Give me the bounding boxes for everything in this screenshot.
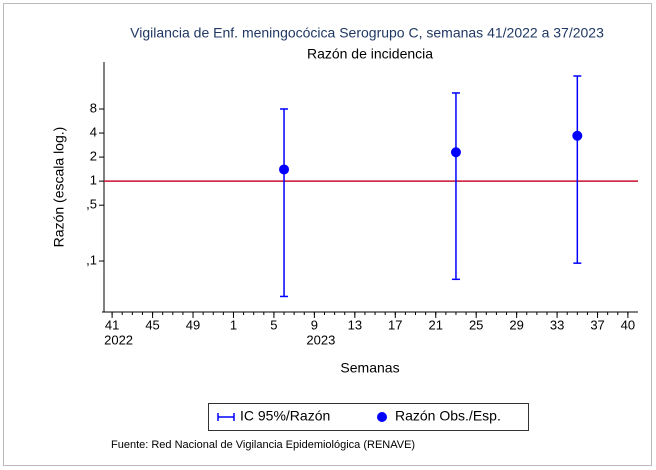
- x-tick-label: 5: [270, 317, 277, 332]
- x-tick-label: 13: [348, 317, 362, 332]
- x-tick-label: 45: [145, 317, 159, 332]
- x-axis-title: Semanas: [340, 360, 399, 376]
- point: [450, 147, 461, 158]
- x-tick-label: 40: [621, 317, 635, 332]
- y-tick-label: ,5: [86, 197, 97, 212]
- x-tick-label: 41: [105, 317, 119, 332]
- legend-label: IC 95%/Razón: [240, 408, 330, 424]
- point: [572, 130, 583, 141]
- chart-title: Vigilancia de Enf. meningocócica Serogru…: [130, 25, 604, 41]
- x-tick-label: 33: [550, 317, 564, 332]
- y-tick-label: 8: [90, 100, 97, 115]
- x-tick-label: 9: [311, 317, 318, 332]
- x-tick-label: 37: [590, 317, 604, 332]
- y-tick-label: 2: [90, 149, 97, 164]
- legend-label: Razón Obs./Esp.: [395, 408, 501, 424]
- x-year-label: 2022: [104, 332, 133, 347]
- x-tick-label: 25: [469, 317, 483, 332]
- y-tick-label: 4: [90, 124, 97, 139]
- y-tick-label: 1: [90, 173, 97, 188]
- legend-box: [208, 403, 529, 431]
- x-tick-label: 49: [186, 317, 200, 332]
- x-tick-label: 21: [429, 317, 443, 332]
- x-tick-label: 17: [388, 317, 402, 332]
- x-year-label: 2023: [306, 332, 335, 347]
- legend-swatch: [377, 412, 387, 422]
- y-axis-title: Razón (escala log.): [51, 127, 67, 248]
- y-tick-label: ,1: [86, 252, 97, 267]
- x-tick-label: 29: [509, 317, 523, 332]
- source-note: Fuente: Red Nacional de Vigilancia Epide…: [111, 439, 415, 451]
- x-tick-label: 1: [230, 317, 237, 332]
- point: [279, 164, 290, 175]
- chart-subtitle: Razón de incidencia: [307, 46, 433, 62]
- frame: [3, 3, 652, 466]
